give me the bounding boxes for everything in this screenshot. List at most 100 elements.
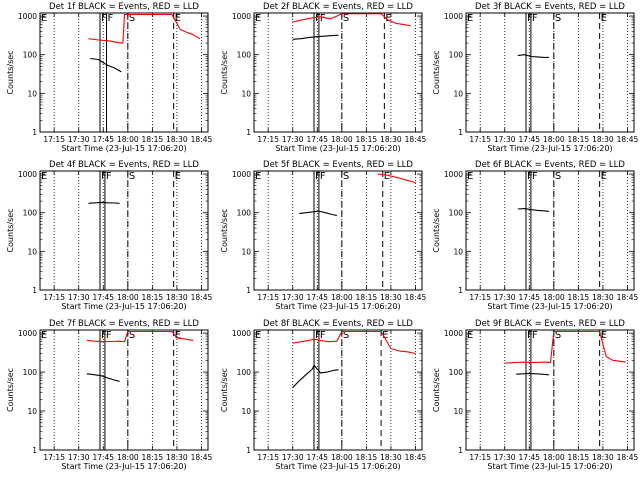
x-axis-label: Start Time (23-Jul-15 17:06:20) xyxy=(487,144,612,153)
x-tick-label: 17:30 xyxy=(494,135,516,144)
x-tick-label: 17:15 xyxy=(469,293,491,302)
events-series-line xyxy=(299,210,337,216)
x-axis-label: Start Time (23-Jul-15 17:06:20) xyxy=(275,302,400,311)
event-marker-label: F xyxy=(320,13,326,24)
y-tick-label: 100 xyxy=(449,209,464,218)
x-tick-label: 18:30 xyxy=(592,293,614,302)
event-marker-label: E xyxy=(41,13,47,24)
y-axis-label: Counts/sec xyxy=(432,368,441,412)
event-marker-label: S xyxy=(129,171,135,182)
event-marker-label: S xyxy=(555,13,561,24)
x-tick-label: 18:15 xyxy=(142,293,164,302)
event-marker-label: E xyxy=(601,171,607,182)
event-marker-label: F xyxy=(101,330,107,341)
y-tick-label: 10 xyxy=(241,247,251,256)
event-marker-label: E xyxy=(255,13,261,24)
x-tick-label: 18:15 xyxy=(142,135,164,144)
x-tick-label: 18:45 xyxy=(617,453,639,462)
x-tick-label: 17:45 xyxy=(306,453,328,462)
y-tick-label: 1 xyxy=(246,446,251,455)
x-tick-label: 17:45 xyxy=(306,135,328,144)
y-tick-label: 10 xyxy=(241,407,251,416)
y-tick-label: 1000 xyxy=(232,12,251,21)
plot-frame xyxy=(253,329,423,451)
x-tick-label: 18:00 xyxy=(543,453,565,462)
x-tick-label: 17:45 xyxy=(518,293,540,302)
event-marker-label: F xyxy=(527,171,533,182)
event-marker-label: E xyxy=(467,330,473,341)
y-tick-label: 1 xyxy=(458,446,463,455)
y-tick-label: 1000 xyxy=(232,329,251,338)
x-tick-label: 17:45 xyxy=(92,453,114,462)
event-marker-label: E xyxy=(41,171,47,182)
event-marker-label: S xyxy=(343,13,349,24)
plot-frame xyxy=(39,170,209,291)
event-marker-label: F xyxy=(532,171,538,182)
y-axis-label: Counts/sec xyxy=(220,50,229,94)
x-axis-label: Start Time (23-Jul-15 17:06:20) xyxy=(61,462,186,471)
x-tick-label: 17:30 xyxy=(282,453,304,462)
event-marker-label: F xyxy=(315,330,321,341)
y-tick-label: 100 xyxy=(23,368,38,377)
event-marker-label: S xyxy=(555,171,561,182)
x-tick-label: 18:15 xyxy=(568,453,590,462)
x-tick-label: 18:45 xyxy=(191,293,213,302)
events-series-line xyxy=(292,364,339,388)
y-tick-label: 1000 xyxy=(444,329,463,338)
y-tick-label: 1 xyxy=(32,128,37,137)
y-tick-label: 10 xyxy=(27,89,37,98)
y-tick-label: 10 xyxy=(27,407,37,416)
event-marker-label: E xyxy=(175,330,181,341)
x-tick-label: 18:45 xyxy=(405,135,427,144)
event-marker-label: E xyxy=(467,171,473,182)
event-marker-label: E xyxy=(601,13,607,24)
y-tick-label: 100 xyxy=(237,368,252,377)
x-axis-label: Start Time (23-Jul-15 17:06:20) xyxy=(275,144,400,153)
event-marker-label: F xyxy=(106,330,112,341)
x-tick-label: 18:30 xyxy=(166,453,188,462)
x-tick-label: 18:00 xyxy=(117,293,139,302)
x-axis-label: Start Time (23-Jul-15 17:06:20) xyxy=(275,462,400,471)
event-marker-label: F xyxy=(108,13,114,24)
panel-title: Det 4f BLACK = Events, RED = LLD xyxy=(49,160,199,170)
x-tick-label: 17:30 xyxy=(282,135,304,144)
x-tick-label: 17:15 xyxy=(43,135,65,144)
y-tick-label: 1000 xyxy=(18,170,37,179)
x-tick-label: 17:15 xyxy=(469,453,491,462)
event-marker-label: E xyxy=(384,171,390,182)
x-tick-label: 18:00 xyxy=(331,135,353,144)
x-tick-label: 17:30 xyxy=(282,293,304,302)
x-tick-label: 18:00 xyxy=(331,453,353,462)
y-tick-label: 10 xyxy=(27,247,37,256)
x-axis-label: Start Time (23-Jul-15 17:06:20) xyxy=(61,302,186,311)
event-marker-label: F xyxy=(101,13,107,24)
x-tick-label: 18:30 xyxy=(380,135,402,144)
panel-title: Det 9f BLACK = Events, RED = LLD xyxy=(475,319,625,329)
event-marker-label: F xyxy=(315,13,321,24)
lld-series-line xyxy=(86,330,194,343)
x-tick-label: 17:30 xyxy=(68,453,90,462)
event-marker-label: E xyxy=(175,13,181,24)
x-tick-label: 18:45 xyxy=(405,293,427,302)
events-series-line xyxy=(86,373,120,382)
events-series-line xyxy=(292,34,339,40)
plot-frame xyxy=(465,170,635,291)
x-tick-label: 17:15 xyxy=(257,135,279,144)
x-tick-label: 17:45 xyxy=(92,293,114,302)
x-axis-label: Start Time (23-Jul-15 17:06:20) xyxy=(61,144,186,153)
y-tick-label: 1 xyxy=(246,286,251,295)
event-marker-label: E xyxy=(255,330,261,341)
y-tick-label: 10 xyxy=(453,89,463,98)
x-tick-label: 18:00 xyxy=(543,135,565,144)
event-marker-label: S xyxy=(555,330,561,341)
y-axis-label: Counts/sec xyxy=(6,368,15,412)
event-marker-label: S xyxy=(129,330,135,341)
y-tick-label: 1000 xyxy=(444,12,463,21)
event-marker-label: E xyxy=(385,13,391,24)
events-series-line xyxy=(516,372,549,376)
